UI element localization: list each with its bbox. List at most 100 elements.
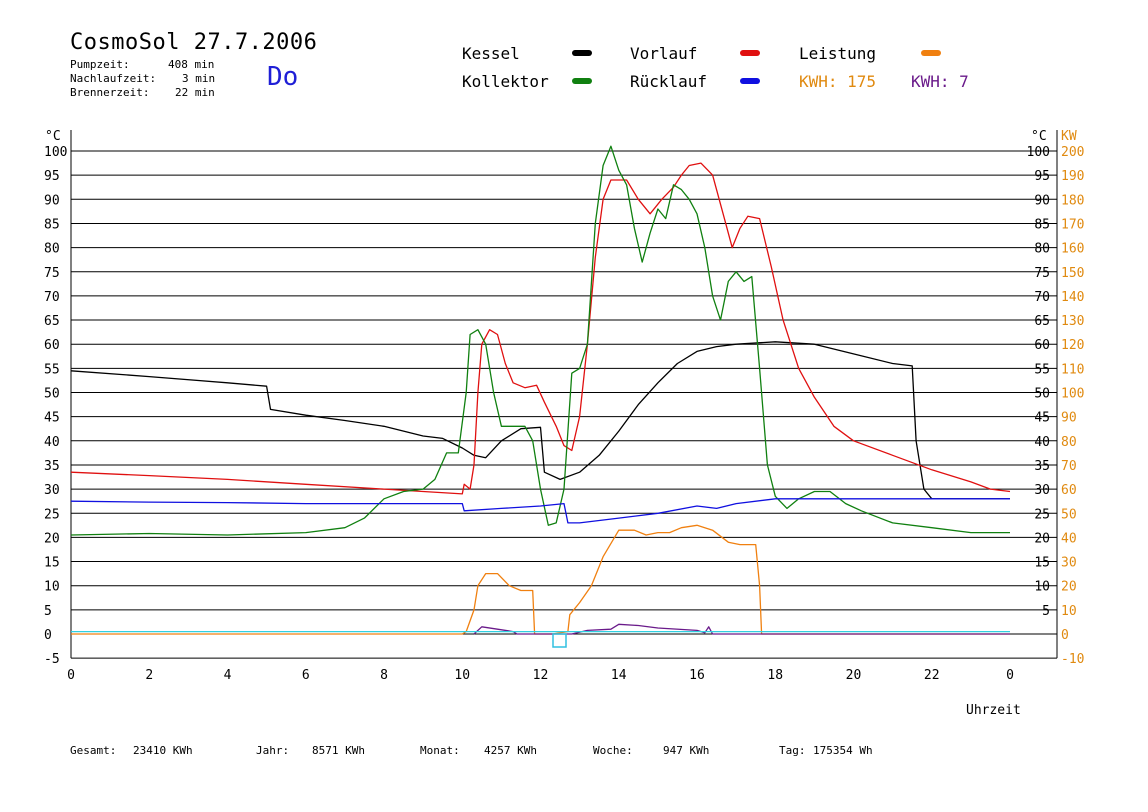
stat-nachlaufzeit-label: Nachlaufzeit: bbox=[70, 72, 157, 85]
y-tick-right-temp: 65 bbox=[1034, 314, 1050, 329]
legend-kwh-purple: KWH: 7 bbox=[911, 72, 969, 91]
footer-tag-value: 175354 Wh bbox=[813, 744, 873, 757]
y-tick-right-power: 140 bbox=[1061, 290, 1084, 305]
footer-jahr-value: 8571 KWh bbox=[312, 744, 365, 757]
y-tick-right-power: 120 bbox=[1061, 338, 1084, 353]
y-tick-right-power: 0 bbox=[1061, 628, 1069, 643]
y-tick-right-power: 90 bbox=[1061, 411, 1077, 426]
chart-lines bbox=[70, 145, 1011, 635]
y-tick-left: 5 bbox=[44, 604, 52, 619]
y-tick-right-temp: 5 bbox=[1042, 604, 1050, 619]
y-tick-left: 10 bbox=[44, 580, 60, 595]
y-tick-right-power: 110 bbox=[1061, 362, 1084, 377]
stat-brennerzeit-label: Brennerzeit: bbox=[70, 86, 150, 99]
y-tick-right-temp: 60 bbox=[1034, 338, 1050, 353]
y-tick-left: 75 bbox=[44, 266, 60, 281]
footer-monat-label: Monat: bbox=[420, 744, 460, 757]
y-tick-right-temp: 80 bbox=[1034, 242, 1050, 257]
legend-kessel-label: Kessel bbox=[462, 44, 520, 63]
chart-ticks: -505101520253035404550556065707580859095… bbox=[44, 145, 1084, 683]
legend-kollektor-swatch bbox=[572, 78, 592, 84]
y-tick-right-power: 180 bbox=[1061, 193, 1084, 208]
y-tick-left: 65 bbox=[44, 314, 60, 329]
legend-ruecklauf-label: Rücklauf bbox=[630, 72, 708, 91]
x-tick: 0 bbox=[1006, 668, 1014, 683]
series-rücklauf bbox=[70, 498, 1010, 524]
y-tick-left: 25 bbox=[44, 507, 60, 522]
stat-pumpzeit-label: Pumpzeit: bbox=[70, 58, 130, 71]
y-tick-right-temp: 50 bbox=[1034, 387, 1050, 402]
y-tick-left: 70 bbox=[44, 290, 60, 305]
y-tick-left: 85 bbox=[44, 217, 60, 232]
x-tick: 2 bbox=[145, 668, 153, 683]
y-tick-left: 0 bbox=[44, 628, 52, 643]
y-tick-right-power: 160 bbox=[1061, 242, 1084, 257]
y-tick-right-power: 170 bbox=[1061, 217, 1084, 232]
y-tick-right-temp: 70 bbox=[1034, 290, 1050, 305]
y-tick-left: 15 bbox=[44, 556, 60, 571]
series-solar bbox=[473, 623, 1010, 635]
stat-pumpzeit-value: 408 min bbox=[168, 58, 215, 71]
stat-brennerzeit-value: 22 min bbox=[175, 86, 215, 99]
y-tick-right-temp: 35 bbox=[1034, 459, 1050, 474]
y-tick-right-temp: 15 bbox=[1034, 556, 1050, 571]
y-tick-left: 35 bbox=[44, 459, 60, 474]
y-tick-right-temp: 10 bbox=[1034, 580, 1050, 595]
y-tick-right-temp: 75 bbox=[1034, 266, 1050, 281]
y-tick-right-power: 200 bbox=[1061, 145, 1084, 160]
y-tick-left: 55 bbox=[44, 362, 60, 377]
y-tick-left: 40 bbox=[44, 435, 60, 450]
footer-woche-label: Woche: bbox=[593, 744, 633, 757]
y-tick-right-power: 100 bbox=[1061, 387, 1084, 402]
y-tick-right-power: 30 bbox=[1061, 556, 1077, 571]
weekday-label: Do bbox=[267, 62, 299, 92]
chart-grid bbox=[71, 150, 1057, 659]
legend-vorlauf-swatch bbox=[740, 50, 760, 56]
x-axis-label: Uhrzeit bbox=[966, 703, 1021, 718]
footer-monat-value: 4257 KWh bbox=[484, 744, 537, 757]
legend-vorlauf-label: Vorlauf bbox=[630, 44, 698, 63]
footer-gesamt-label: Gesamt: bbox=[70, 744, 117, 757]
y-tick-left: 95 bbox=[44, 169, 60, 184]
y-tick-left: 20 bbox=[44, 531, 60, 546]
footer-jahr-label: Jahr: bbox=[256, 744, 290, 757]
x-tick: 10 bbox=[454, 668, 470, 683]
y-tick-right-temp: 100 bbox=[1027, 145, 1050, 160]
x-tick: 0 bbox=[67, 668, 75, 683]
x-tick: 20 bbox=[846, 668, 862, 683]
x-tick: 18 bbox=[767, 668, 783, 683]
x-tick: 16 bbox=[689, 668, 705, 683]
y-axis-right-power-unit: KW bbox=[1061, 129, 1077, 144]
y-tick-right-temp: 85 bbox=[1034, 217, 1050, 232]
y-tick-right-temp: 40 bbox=[1034, 435, 1050, 450]
x-tick: 14 bbox=[611, 668, 627, 683]
y-tick-left: 100 bbox=[44, 145, 67, 160]
y-tick-left: 60 bbox=[44, 338, 60, 353]
legend-ruecklauf-swatch bbox=[740, 78, 760, 84]
y-tick-right-power: 70 bbox=[1061, 459, 1077, 474]
y-tick-right-power: 130 bbox=[1061, 314, 1084, 329]
chart-title: CosmoSol 27.7.2006 bbox=[70, 30, 318, 55]
legend-leistung-swatch bbox=[921, 50, 941, 56]
series-leistung bbox=[71, 524, 1010, 635]
marker-square bbox=[552, 633, 567, 648]
legend-kwh-orange: KWH: 175 bbox=[799, 72, 877, 91]
y-tick-right-temp: 55 bbox=[1034, 362, 1050, 377]
y-tick-right-temp: 95 bbox=[1034, 169, 1050, 184]
footer-tag-label: Tag: bbox=[779, 744, 806, 757]
y-tick-left: -5 bbox=[44, 652, 60, 667]
x-tick: 12 bbox=[533, 668, 549, 683]
legend-kessel-swatch bbox=[572, 50, 592, 56]
y-tick-right-power: 40 bbox=[1061, 531, 1077, 546]
series-kollektor bbox=[70, 145, 1010, 536]
y-tick-right-temp: 90 bbox=[1034, 193, 1050, 208]
y-tick-right-power: 80 bbox=[1061, 435, 1077, 450]
y-tick-left: 90 bbox=[44, 193, 60, 208]
legend-leistung-label: Leistung bbox=[799, 44, 877, 63]
x-tick: 22 bbox=[924, 668, 940, 683]
footer-woche-value: 947 KWh bbox=[663, 744, 710, 757]
y-tick-right-temp: 20 bbox=[1034, 531, 1050, 546]
x-tick: 8 bbox=[380, 668, 388, 683]
chart-axes bbox=[70, 130, 1058, 659]
